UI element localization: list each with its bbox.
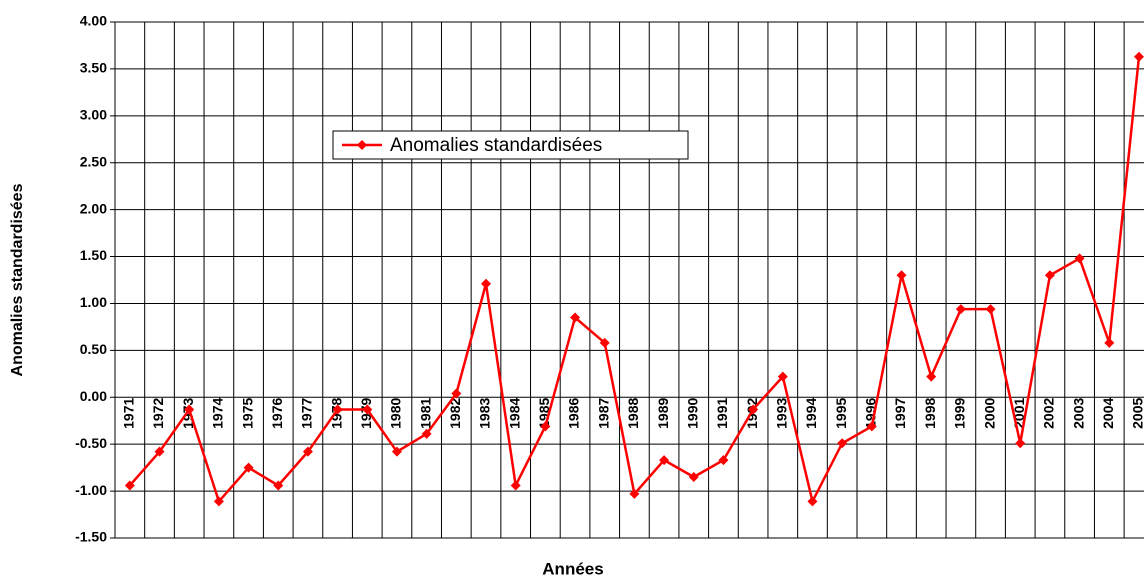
data-point <box>154 446 165 457</box>
data-point <box>510 480 521 491</box>
y-tick-label: 4.00 <box>80 13 107 29</box>
x-tick-label: 1972 <box>150 397 166 428</box>
data-point <box>481 278 491 289</box>
data-point <box>362 404 373 415</box>
data-point <box>213 496 224 507</box>
data-point <box>243 462 254 473</box>
x-tick-label: 1982 <box>447 397 463 428</box>
x-tick-label: 1996 <box>863 397 879 428</box>
y-tick-label: -1.50 <box>75 529 107 545</box>
data-point <box>332 404 343 415</box>
data-point <box>599 337 610 348</box>
y-tick-label: 1.50 <box>80 247 107 263</box>
data-point <box>540 421 551 432</box>
data-point <box>1074 253 1085 264</box>
y-tick-label: 0.50 <box>80 341 107 357</box>
data-point <box>896 270 907 281</box>
data-point <box>926 371 937 382</box>
data-point <box>184 404 195 415</box>
data-point <box>866 421 877 432</box>
legend-marker <box>357 140 367 150</box>
x-tick-label: 1991 <box>714 397 730 428</box>
x-tick-label: 1981 <box>417 397 433 428</box>
y-tick-label: -1.00 <box>75 482 107 498</box>
data-point <box>1133 51 1144 62</box>
x-tick-label: 2002 <box>1041 397 1057 428</box>
data-point <box>1044 270 1055 281</box>
data-point <box>302 446 313 457</box>
y-tick-label: 1.00 <box>80 294 107 310</box>
y-axis-title: Anomalies standardisées <box>9 183 26 376</box>
data-point <box>955 304 966 315</box>
data-point <box>777 371 788 382</box>
series-line <box>128 56 1141 506</box>
data-point <box>807 496 818 507</box>
legend-label: Anomalies standardisées <box>390 135 602 156</box>
x-tick-label: 1984 <box>506 397 522 428</box>
data-point <box>718 455 729 466</box>
data-point <box>985 304 996 315</box>
x-tick-label: 1988 <box>625 397 641 428</box>
data-point <box>1104 337 1115 348</box>
x-tick-label: 1998 <box>922 397 938 428</box>
data-point <box>421 428 432 439</box>
data-point <box>124 480 135 491</box>
x-tick-label: 1986 <box>566 397 582 428</box>
y-tick-label: 3.00 <box>80 107 107 123</box>
data-point <box>273 480 284 491</box>
x-tick-label: 1994 <box>803 397 819 428</box>
x-tick-label: 2005 <box>1130 397 1144 428</box>
y-tick-label: 2.00 <box>80 200 107 216</box>
x-tick-label: 1976 <box>269 397 285 428</box>
x-tick-label: 1990 <box>684 397 700 428</box>
x-axis-title: Années <box>542 559 603 578</box>
data-point <box>837 438 848 449</box>
x-tick-label: 1975 <box>239 397 255 428</box>
x-tick-label: 1993 <box>774 397 790 428</box>
data-point <box>659 455 670 466</box>
x-tick-label: 2000 <box>981 397 997 428</box>
y-tick-label: -0.50 <box>75 435 107 451</box>
x-tick-label: 1974 <box>210 397 226 428</box>
data-point <box>570 312 581 323</box>
legend-box <box>332 130 689 160</box>
x-tick-label: 1977 <box>299 397 315 428</box>
x-tick-label: 1971 <box>121 397 137 428</box>
x-tick-label: 1999 <box>952 397 968 428</box>
x-tick-label: 1980 <box>388 397 404 428</box>
x-tick-label: 1995 <box>833 397 849 428</box>
data-point <box>451 388 462 399</box>
y-tick-label: 0.00 <box>80 388 107 404</box>
x-tick-label: 1983 <box>477 397 493 428</box>
x-tick-label: 2004 <box>1100 397 1116 428</box>
y-tick-label: 2.50 <box>80 153 107 169</box>
data-point <box>1015 438 1026 449</box>
x-tick-label: 1987 <box>595 397 611 428</box>
data-point <box>629 488 640 499</box>
x-tick-label: 2003 <box>1070 397 1086 428</box>
data-point <box>391 446 402 457</box>
y-tick-label: 3.50 <box>80 60 107 76</box>
x-tick-label: 1989 <box>655 397 671 428</box>
data-point <box>688 472 699 483</box>
data-point <box>748 404 759 415</box>
x-tick-label: 1997 <box>892 397 908 428</box>
